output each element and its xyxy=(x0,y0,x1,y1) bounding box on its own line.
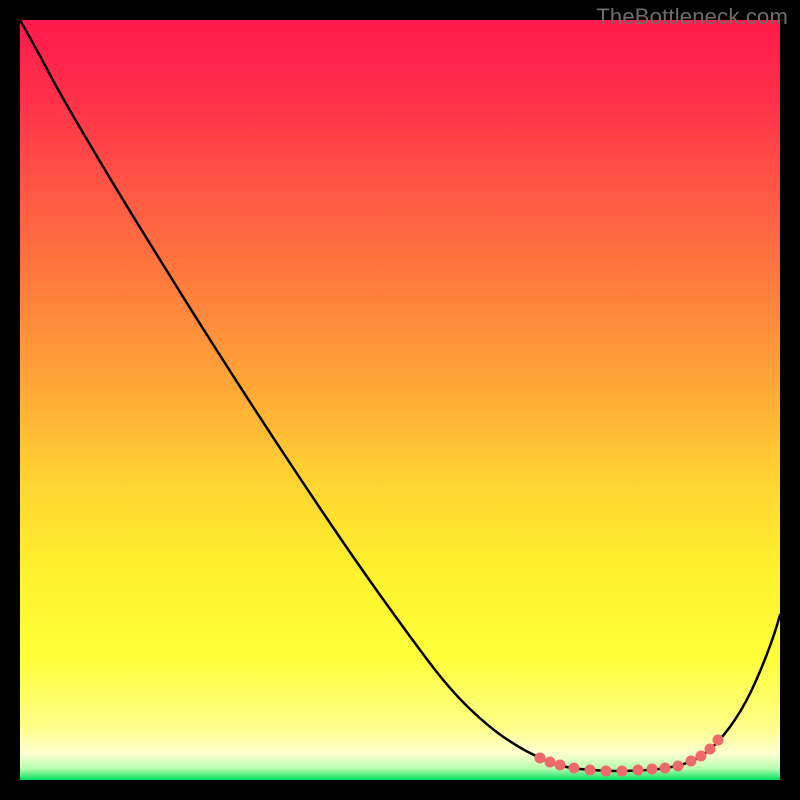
curve-marker xyxy=(705,744,716,755)
curve-marker xyxy=(713,735,724,746)
plot-area xyxy=(20,20,780,780)
curve-marker xyxy=(569,763,580,774)
curve-marker xyxy=(696,751,707,762)
curve-marker xyxy=(545,757,556,768)
curve-marker xyxy=(686,756,697,767)
bottleneck-curve xyxy=(20,20,780,780)
curve-marker xyxy=(535,753,546,764)
chart-frame: TheBottleneck.com xyxy=(0,0,800,800)
curve-marker xyxy=(555,760,566,771)
curve-marker xyxy=(585,765,596,776)
curve-marker xyxy=(633,765,644,776)
curve-marker xyxy=(660,763,671,774)
curve-marker xyxy=(647,764,658,775)
watermark-text: TheBottleneck.com xyxy=(596,4,788,30)
curve-marker xyxy=(601,766,612,777)
curve-marker xyxy=(617,766,628,777)
curve-marker xyxy=(673,761,684,772)
